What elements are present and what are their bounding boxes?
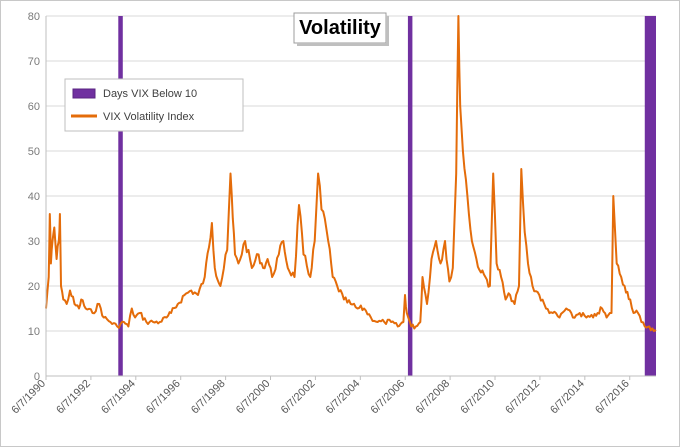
y-tick-label-60: 60 (28, 101, 40, 113)
x-tick-label-6/7/2004: 6/7/2004 (324, 378, 363, 417)
y-tick-label-80: 80 (28, 11, 40, 23)
x-tick-label-6/7/1990: 6/7/1990 (9, 378, 48, 417)
series-line-vix-volatility-index (45, 15, 657, 332)
x-tick-label-6/7/2002: 6/7/2002 (279, 378, 318, 417)
chart-title: Volatility (299, 17, 382, 39)
x-tick-label-6/7/2010: 6/7/2010 (458, 378, 497, 417)
x-tick-label-6/7/1998: 6/7/1998 (189, 378, 228, 417)
y-tick-label-40: 40 (28, 191, 40, 203)
legend-swatch-days-vix-below-10 (72, 88, 96, 99)
chart-title-box: Volatility (293, 12, 389, 46)
bar-days-vix-below-10-1 (118, 16, 123, 376)
x-tick-label-6/7/2016: 6/7/2016 (593, 378, 632, 417)
y-tick-label-20: 20 (28, 281, 40, 293)
x-tick-label-6/7/2000: 6/7/2000 (234, 378, 273, 417)
x-tick-label-6/7/1992: 6/7/1992 (54, 378, 93, 417)
line-layer (45, 15, 657, 332)
y-tick-label-10: 10 (28, 326, 40, 338)
x-tick-label-6/7/2006: 6/7/2006 (369, 378, 408, 417)
y-tick-label-50: 50 (28, 146, 40, 158)
x-tick-label-6/7/2014: 6/7/2014 (548, 378, 587, 417)
legend-label-days-vix-below-10: Days VIX Below 10 (103, 88, 197, 100)
y-tick-label-70: 70 (28, 56, 40, 68)
legend-label-vix-volatility-index: VIX Volatility Index (103, 111, 195, 123)
x-tick-label-6/7/1994: 6/7/1994 (99, 378, 138, 417)
bar-days-vix-below-10-3 (644, 16, 656, 376)
y-tick-label-0: 0 (34, 371, 40, 383)
grid-layer (46, 15, 656, 332)
x-axis: 6/7/1990 6/7/1992 6/7/1994 6/7/1996 6/7/1998… (9, 375, 656, 417)
y-tick-label-30: 30 (28, 236, 40, 248)
bars-layer (118, 16, 656, 376)
y-axis: 0 10 20 30 40 50 60 70 80 (28, 11, 47, 383)
bar-days-vix-below-10-2 (407, 16, 413, 376)
legend: Days VIX Below 10 VIX Volatility Index (64, 78, 244, 132)
x-tick-label-6/7/1996: 6/7/1996 (144, 378, 183, 417)
x-tick-label-6/7/2008: 6/7/2008 (413, 378, 452, 417)
x-tick-label-6/7/2012: 6/7/2012 (503, 378, 542, 417)
